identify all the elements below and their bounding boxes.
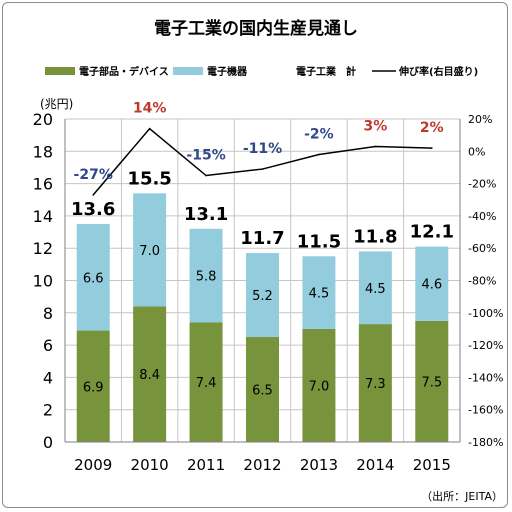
y-tick-label: 6 (43, 336, 53, 355)
chart-title: 電子工業の国内生産見通し (154, 18, 358, 39)
data-labels: 6.9 6.6 13.6 8.4 7.0 15.5 7.4 5.8 13.1 6.5 5.2 11.7… (71, 101, 454, 399)
data-label-growth: 2% (420, 120, 444, 136)
y2-tick-label: -120% (468, 339, 503, 352)
data-label-growth: -11% (243, 141, 282, 157)
growth-point (318, 153, 320, 156)
data-label-equipment: 6.6 (83, 271, 104, 286)
data-label-equipment: 5.2 (252, 289, 273, 304)
y-tick-label: 14 (33, 207, 53, 226)
y-tick-label: 2 (43, 401, 53, 420)
bar-electronic-equipment (302, 256, 336, 329)
data-label-growth: 3% (363, 118, 387, 134)
growth-point (261, 168, 264, 170)
data-label-growth: -15% (186, 148, 225, 164)
bar-electronic-components (358, 324, 392, 442)
y2-tick-label: -160% (468, 404, 503, 417)
data-label-components: 7.0 (309, 379, 330, 394)
data-label-total: 11.7 (240, 228, 284, 249)
y-tick-label: 0 (43, 433, 53, 452)
legend-label-components: 電子部品・デバイス (79, 65, 169, 78)
y-tick-label: 12 (33, 239, 53, 258)
data-label-equipment: 5.8 (196, 270, 217, 285)
legend-label-growth: 伸び率(右目盛り) (398, 65, 478, 78)
growth-point (430, 147, 433, 149)
y-tick-label: 20 (33, 110, 53, 129)
y2-tick-label: -40% (468, 210, 496, 223)
data-label-components: 6.5 (252, 384, 273, 399)
y2-tick-label: -140% (468, 371, 503, 384)
data-label-components: 8.4 (139, 368, 160, 383)
y2-tick-label: -80% (468, 275, 496, 288)
bar-electronic-components (302, 328, 336, 442)
growth-point (374, 145, 377, 148)
data-label-growth: 14% (133, 101, 167, 117)
x-tick-label: 2009 (74, 456, 112, 474)
chart-frame (2, 2, 508, 508)
bar-electronic-components (415, 320, 449, 442)
y-tick-label: 18 (33, 142, 53, 161)
x-tick-label: 2013 (300, 456, 338, 474)
data-label-components: 7.4 (196, 376, 217, 391)
legend: 電子部品・デバイス 電子機器 電子工業 計 伸び率(右目盛り) (45, 65, 478, 78)
data-label-total: 11.5 (297, 231, 341, 252)
bars (76, 193, 449, 442)
axes: 0 2 4 6 8 10 12 14 16 18 20 -180% -160% -140% -120% -10… (33, 110, 504, 474)
data-label-growth: -27% (74, 167, 113, 183)
data-label-total: 11.8 (353, 226, 397, 247)
growth-point (92, 194, 95, 196)
bar-electronic-equipment (189, 228, 223, 323)
data-label-total: 15.5 (127, 168, 171, 189)
x-tick-label: 2014 (356, 456, 394, 474)
bar-electronic-equipment (246, 253, 279, 338)
data-label-total: 12.1 (410, 222, 454, 243)
y2-tick-label: -180% (468, 436, 503, 449)
y2-tick-label: -60% (468, 242, 496, 255)
growth-point (148, 127, 151, 130)
data-label-equipment: 4.6 (421, 278, 442, 293)
growth-line (92, 127, 433, 196)
growth-point (205, 174, 207, 177)
bar-electronic-equipment (76, 223, 110, 331)
bar-electronic-components (189, 322, 223, 442)
bar-electronic-equipment (415, 246, 449, 321)
x-tick-label: 2015 (413, 456, 451, 474)
data-label-components: 7.3 (365, 377, 386, 392)
data-label-total: 13.1 (184, 204, 228, 225)
y2-tick-label: 0% (468, 145, 485, 158)
bar-electronic-equipment (358, 251, 392, 325)
bar-electronic-components (133, 306, 167, 442)
gridlines (65, 118, 460, 443)
data-label-growth: -2% (304, 127, 334, 143)
x-tick-label: 2010 (131, 456, 169, 474)
y2-tick-label: -20% (468, 178, 496, 191)
y-tick-label: 16 (33, 175, 53, 194)
data-label-equipment: 4.5 (365, 282, 386, 297)
y-axis-label: (兆円) (40, 97, 73, 111)
data-label-total: 13.6 (71, 199, 115, 220)
legend-label-equipment: 電子機器 (207, 65, 248, 78)
bar-electronic-components (246, 337, 279, 442)
legend-label-total: 電子工業 計 (296, 65, 356, 78)
bar-electronic-components (76, 330, 110, 442)
x-tick-label: 2011 (187, 456, 225, 474)
data-label-components: 7.5 (421, 375, 442, 390)
data-label-components: 6.9 (83, 380, 104, 395)
data-label-equipment: 4.5 (309, 287, 330, 302)
bar-electronic-equipment (133, 193, 167, 307)
legend-swatch-components (45, 67, 75, 75)
y-tick-label: 8 (43, 304, 53, 323)
x-tick-label: 2012 (243, 456, 281, 474)
y2-tick-label: 20% (468, 113, 492, 126)
y2-tick-label: -100% (468, 307, 503, 320)
y-tick-label: 10 (33, 272, 53, 291)
data-label-equipment: 7.0 (139, 244, 160, 259)
source-note: （出所：JEITA） (421, 489, 503, 503)
legend-swatch-equipment (173, 67, 203, 75)
y-tick-label: 4 (43, 368, 53, 387)
